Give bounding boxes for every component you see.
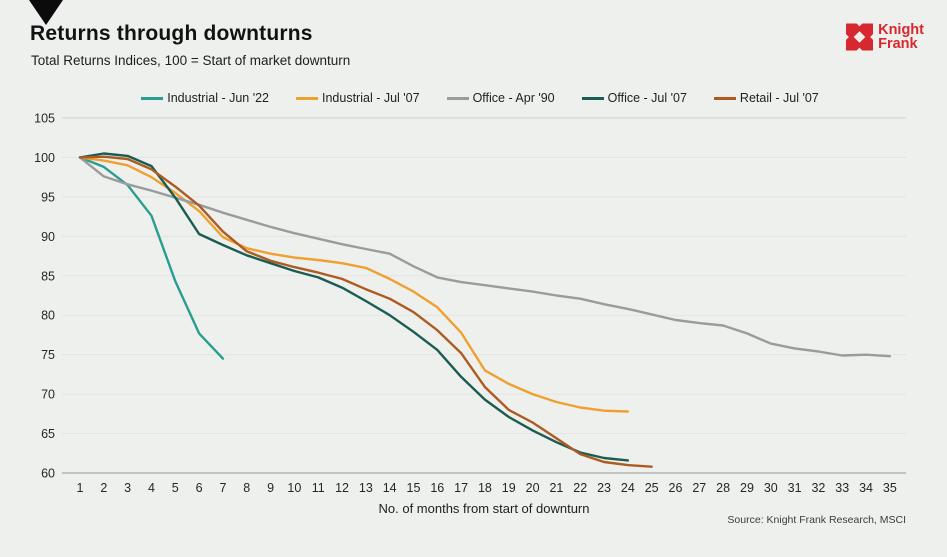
x-tick-label: 30: [764, 481, 778, 495]
chart-legend: Industrial - Jun '22 Industrial - Jul '07…: [13, 91, 947, 105]
x-tick-label: 18: [478, 481, 492, 495]
legend-item-retail-jul-07: Retail - Jul '07: [713, 91, 819, 105]
y-tick-label: 100: [34, 151, 55, 165]
series-line-retail-jul-07: [78, 155, 653, 468]
brand-line-1: Knight: [878, 22, 924, 38]
chart-header: Returns through downturns Total Returns …: [30, 22, 350, 68]
x-axis-title: No. of months from start of downturn: [378, 501, 590, 516]
y-tick-label: 65: [41, 427, 55, 441]
x-tick-label: 14: [383, 481, 397, 495]
x-tick-label: 32: [811, 481, 825, 495]
y-tick-label: 90: [41, 230, 55, 244]
legend-swatch: [581, 96, 604, 100]
x-tick-label: 28: [716, 481, 730, 495]
knight-frank-logo: Knight Frank: [846, 23, 924, 51]
series-line-office-apr-90: [78, 156, 892, 358]
series-line-industrial-jun-22: [78, 156, 225, 360]
x-tick-label: 5: [172, 481, 179, 495]
x-tick-label: 25: [645, 481, 659, 495]
x-tick-label: 24: [621, 481, 635, 495]
x-tick-label: 1: [77, 481, 84, 495]
legend-swatch: [296, 96, 318, 100]
y-tick-label: 75: [41, 348, 55, 362]
series-line-industrial-jul-07: [78, 156, 630, 413]
source-note: Source: Knight Frank Research, MSCI: [727, 514, 906, 526]
legend-swatch: [141, 96, 164, 100]
x-tick-label: 35: [883, 481, 897, 495]
x-tick-label: 13: [359, 481, 373, 495]
legend-item-office-apr-90: Office - Apr '90: [446, 91, 555, 105]
legend-item-industrial-jul-07: Industrial - Jul '07: [296, 91, 420, 105]
x-tick-label: 21: [549, 481, 563, 495]
y-tick-label: 85: [41, 269, 55, 283]
legend-label: Office - Jul '07: [607, 91, 687, 105]
x-tick-label: 15: [407, 481, 421, 495]
x-tick-label: 6: [196, 481, 203, 495]
y-tick-label: 105: [34, 112, 55, 126]
legend-swatch: [713, 96, 736, 100]
legend-swatch: [446, 96, 469, 100]
x-tick-label: 7: [219, 481, 226, 495]
x-tick-label: 33: [835, 481, 849, 495]
y-tick-label: 70: [41, 388, 55, 402]
x-tick-label: 9: [267, 481, 274, 495]
x-tick-label: 3: [124, 481, 131, 495]
y-tick-label: 60: [41, 467, 55, 481]
x-tick-label: 17: [454, 481, 468, 495]
x-tick-label: 16: [430, 481, 444, 495]
x-tick-label: 26: [669, 481, 683, 495]
y-tick-label: 80: [41, 309, 55, 323]
page-title: Returns through downturns: [30, 22, 313, 45]
x-tick-label: 8: [243, 481, 250, 495]
x-tick-label: 4: [148, 481, 155, 495]
x-tick-label: 29: [740, 481, 754, 495]
x-tick-label: 10: [287, 481, 301, 495]
down-arrow-icon: [29, 0, 63, 25]
page-subtitle: Total Returns Indices, 100 = Start of ma…: [31, 53, 351, 68]
x-tick-label: 34: [859, 481, 873, 495]
x-tick-label: 27: [692, 481, 706, 495]
knight-frank-logo-text: Knight Frank: [878, 22, 924, 52]
x-tick-label: 22: [573, 481, 587, 495]
x-tick-label: 23: [597, 481, 611, 495]
legend-label: Industrial - Jun '22: [167, 91, 269, 105]
brand-line-2: Frank: [878, 36, 918, 52]
legend-item-office-jul-07: Office - Jul '07: [581, 91, 687, 105]
legend-label: Office - Apr '90: [472, 91, 555, 105]
legend-label: Retail - Jul '07: [739, 91, 819, 105]
x-tick-label: 11: [312, 481, 325, 495]
knight-frank-logo-icon: [846, 23, 874, 51]
x-tick-label: 19: [502, 481, 516, 495]
y-tick-label: 95: [41, 190, 55, 204]
x-tick-label: 12: [335, 481, 349, 495]
series-line-office-jul-07: [78, 152, 630, 462]
x-tick-label: 20: [526, 481, 540, 495]
x-tick-label: 2: [100, 481, 107, 495]
x-tick-label: 31: [788, 481, 802, 495]
legend-item-industrial-jun-22: Industrial - Jun '22: [141, 91, 269, 105]
legend-label: Industrial - Jul '07: [322, 91, 420, 105]
